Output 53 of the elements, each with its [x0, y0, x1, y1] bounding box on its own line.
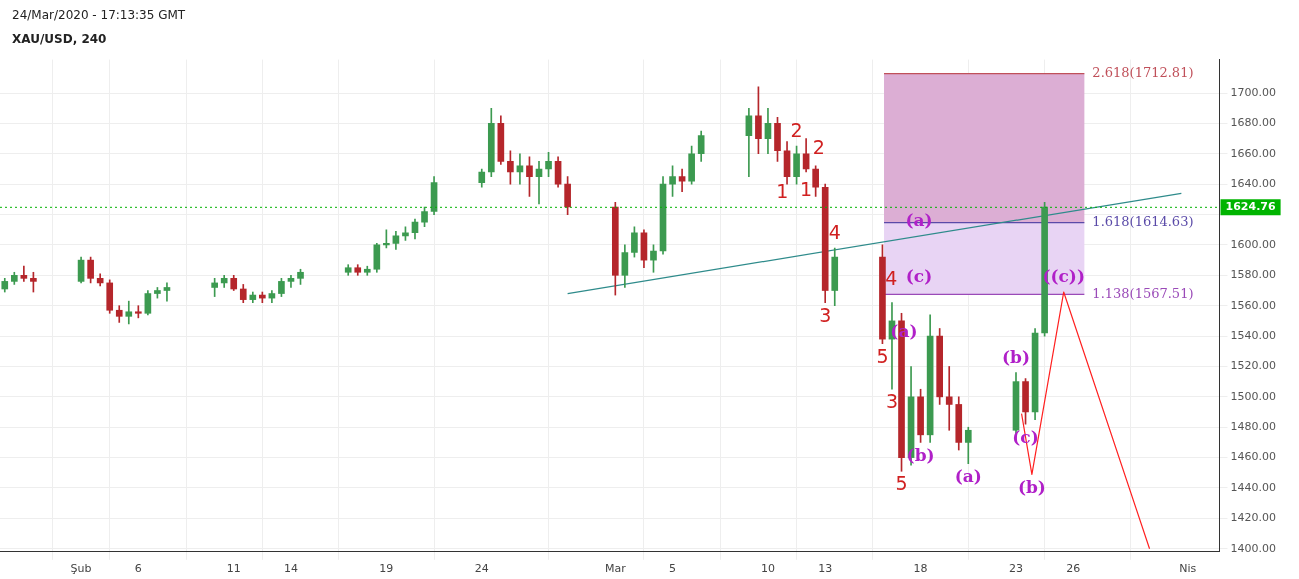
annotation: 2 — [812, 135, 825, 158]
y-tick-label: 1540.00 — [1230, 328, 1277, 342]
x-tick-label: Nis — [1179, 562, 1197, 576]
annotation: 5 — [895, 472, 908, 495]
annotation: (c) — [905, 266, 933, 287]
y-tick-label: 1580.00 — [1230, 268, 1277, 282]
annotation: (a) — [954, 466, 982, 487]
candlestick — [135, 305, 142, 319]
annotation: 4 — [885, 267, 898, 290]
y-tick-label: 1400.00 — [1230, 541, 1277, 555]
annotation: 3 — [885, 390, 899, 413]
annotation: 2 — [790, 119, 803, 142]
y-tick-label: 1520.00 — [1230, 359, 1277, 373]
annotation: 1 — [800, 178, 813, 201]
y-tick-label: 1680.00 — [1230, 116, 1277, 130]
x-tick-label: 5 — [669, 562, 677, 576]
x-tick-label: 13 — [818, 562, 833, 576]
x-tick-label: 11 — [226, 562, 241, 576]
x-tick-label: 24 — [474, 562, 489, 576]
y-tick-label: 1500.00 — [1230, 389, 1277, 403]
annotation: 3 — [819, 303, 832, 326]
annotation: 5 — [876, 344, 889, 367]
annotation: 1 — [776, 179, 789, 202]
x-tick-label: Şub — [70, 562, 92, 576]
x-tick-label: 23 — [1009, 562, 1023, 576]
chart-title: XAU/USD, 240 — [12, 32, 107, 46]
y-tick-label: 1640.00 — [1230, 177, 1277, 191]
y-tick-label: 1700.00 — [1230, 85, 1277, 99]
text: 24/Mar/2020 - 17:13:35 GMT — [12, 8, 186, 22]
x-tick-label: 10 — [760, 562, 775, 576]
x-tick-label: 26 — [1066, 562, 1081, 576]
y-tick-label: 1560.00 — [1230, 298, 1277, 312]
x-tick-label: 6 — [134, 562, 142, 576]
series-label: 2.618(1712.81) — [1092, 64, 1194, 80]
x-tick-label: 18 — [913, 562, 928, 576]
candlestick — [20, 265, 28, 282]
candlestick — [163, 282, 171, 302]
candlestick — [945, 366, 953, 431]
annotation: (b) — [1017, 476, 1046, 497]
y-tick-label: 1460.00 — [1230, 450, 1277, 464]
y-tick-label: 1660.00 — [1230, 146, 1277, 160]
x-tick-label: 14 — [283, 562, 298, 576]
annotation: (b) — [1002, 346, 1030, 367]
series-label: 1.618(1614.63) — [1092, 214, 1194, 230]
y-tick-label: 1600.00 — [1230, 237, 1277, 251]
annotation: 4 — [828, 220, 841, 243]
series-label: 1.138(1567.51) — [1092, 285, 1194, 301]
ref-line-label: 1624.76 — [1225, 200, 1276, 214]
y-tick-label: 1440.00 — [1230, 480, 1277, 494]
y-tick-label: 1480.00 — [1230, 420, 1277, 434]
x-tick-label: Mar — [604, 562, 627, 576]
y-tick-label: 1420.00 — [1230, 511, 1277, 525]
x-tick-label: 19 — [379, 562, 394, 576]
